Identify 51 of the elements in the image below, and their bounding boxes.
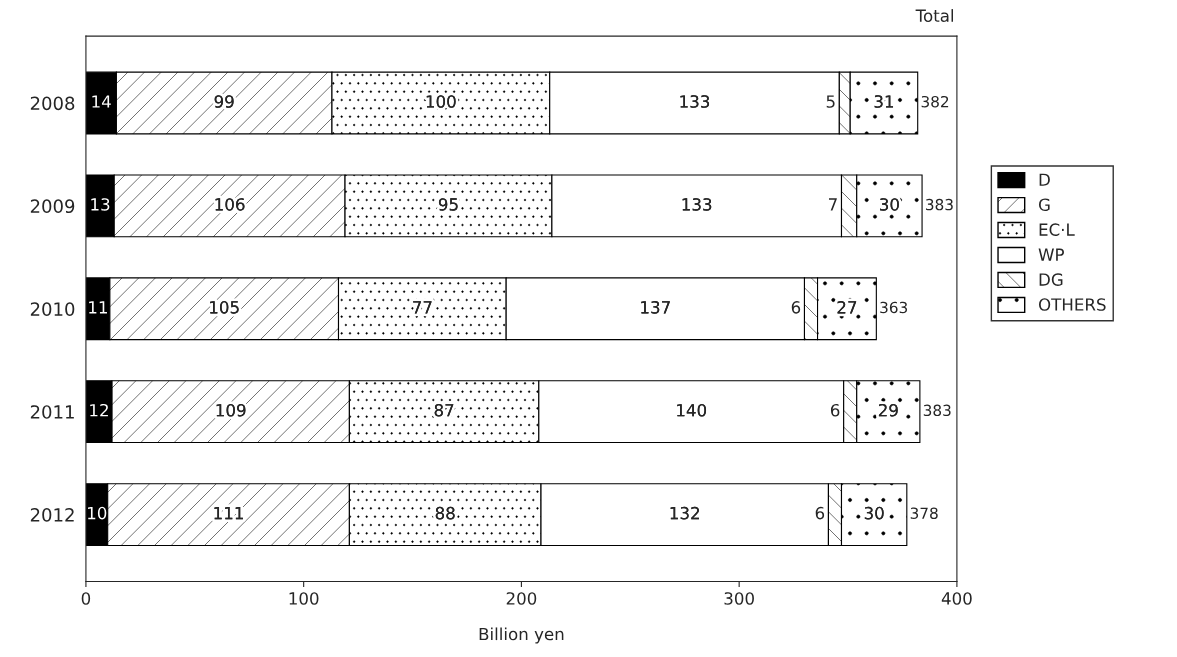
data-label: 99 [214, 95, 234, 108]
data-label: 12 [90, 403, 108, 417]
legend-label: WP [1038, 248, 1064, 261]
x-tick-label: 400 [941, 592, 972, 605]
data-label: 137 [641, 301, 670, 314]
data-label: 87 [434, 403, 454, 417]
data-label: 77 [413, 301, 432, 314]
x-tick-label: 100 [289, 592, 319, 605]
x-tick-label: 300 [724, 592, 754, 605]
data-label: 13 [91, 198, 110, 211]
total-label: 363 [880, 301, 908, 314]
data-label: 14 [92, 95, 111, 108]
data-label: 100 [426, 95, 456, 108]
total-label: 382 [921, 95, 949, 108]
data-label: 31 [874, 95, 894, 108]
data-label: 106 [215, 198, 245, 211]
data-label: 11 [89, 301, 107, 314]
data-label: 132 [670, 506, 699, 520]
data-label: 6 [815, 506, 825, 520]
y-tick-label: 2008 [30, 96, 75, 111]
data-label: 6 [830, 403, 840, 417]
total-label: 383 [923, 404, 951, 417]
data-label: 140 [677, 403, 707, 417]
x-axis-title: Billion yen [479, 627, 564, 644]
text: Total [915, 9, 954, 22]
data-label: 29 [878, 403, 898, 417]
y-tick-label: 2010 [30, 302, 75, 316]
total-label: 378 [910, 507, 938, 519]
y-tick-label: 2009 [30, 199, 75, 214]
data-label: 105 [210, 301, 239, 314]
legend-label: OTHERS [1038, 298, 1106, 311]
data-label: 30 [864, 506, 884, 520]
data-label: 133 [680, 95, 710, 108]
data-label: 7 [828, 198, 837, 211]
data-label: 95 [438, 198, 458, 211]
y-tick-label: 2012 [30, 508, 74, 522]
data-label: 133 [682, 198, 712, 211]
legend-label: G [1038, 198, 1050, 211]
total-label: 383 [926, 198, 953, 211]
x-tick-label: 200 [506, 592, 537, 605]
legend-label: D [1039, 173, 1050, 186]
x-tick-label: 0 [81, 592, 91, 605]
data-label: 27 [837, 301, 857, 314]
legend-label: DG [1039, 273, 1063, 286]
data-label: 30 [880, 198, 899, 211]
data-label: 88 [435, 506, 455, 520]
data-label: 10 [88, 506, 107, 520]
legend-label: EC·L [1039, 223, 1075, 236]
y-tick-label: 2011 [30, 405, 74, 419]
data-label: 5 [826, 95, 835, 108]
data-label: 6 [791, 301, 801, 314]
